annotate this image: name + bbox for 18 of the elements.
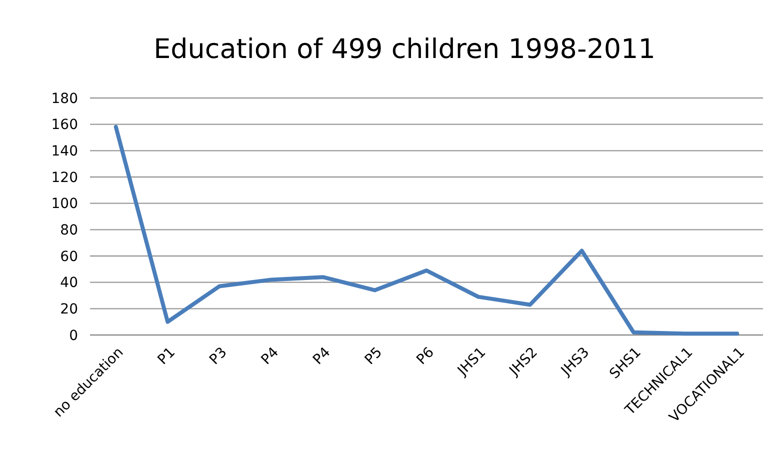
y-tick-label: 180 bbox=[51, 90, 78, 107]
y-tick-label: 100 bbox=[51, 196, 78, 212]
x-tick-label: P1 bbox=[154, 344, 178, 368]
y-tick-label: 40 bbox=[60, 275, 78, 292]
y-tick-label: 0 bbox=[69, 328, 78, 344]
y-tick-label: 60 bbox=[60, 248, 78, 265]
y-tick-label: 160 bbox=[51, 117, 78, 134]
y-tick-label: 20 bbox=[60, 302, 78, 318]
x-tick-label: P5 bbox=[362, 344, 386, 368]
x-tick-label: P6 bbox=[414, 344, 438, 368]
x-tick-label: P4 bbox=[310, 344, 334, 368]
y-tick-label: 80 bbox=[60, 222, 78, 239]
chart-title: Education of 499 children 1998-2011 bbox=[154, 34, 656, 65]
x-tick-label: P3 bbox=[206, 344, 230, 368]
line-series bbox=[114, 124, 740, 336]
y-tick-label: 140 bbox=[51, 144, 78, 160]
x-tick-label: P4 bbox=[258, 344, 282, 368]
y-tick-label: 120 bbox=[51, 170, 78, 186]
